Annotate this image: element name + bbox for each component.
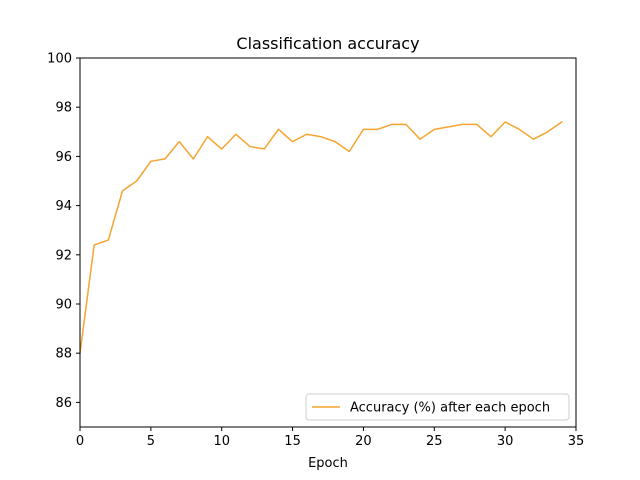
x-tick-label: 0: [76, 434, 84, 449]
x-axis-ticks: 0 5 10 15 20 25 30 35: [76, 427, 584, 449]
legend: Accuracy (%) after each epoch: [305, 393, 570, 421]
accuracy-series-line: [79, 120, 563, 355]
x-tick-label: 35: [568, 434, 585, 449]
y-tick-label: 88: [55, 347, 72, 362]
legend-box: [305, 393, 570, 421]
plot-content: [79, 120, 563, 355]
y-axis-ticks: 86 88 90 92 94 96 98 100: [47, 52, 80, 411]
y-tick-label: 98: [55, 101, 72, 116]
legend-label: Accuracy (%) after each epoch: [350, 401, 550, 416]
x-axis-title: Epoch: [308, 456, 348, 471]
y-tick-label: 94: [55, 199, 72, 214]
y-tick-label: 96: [55, 150, 72, 165]
x-tick-label: 5: [147, 434, 155, 449]
axes-frame: [79, 57, 577, 428]
x-tick-label: 20: [355, 434, 372, 449]
x-tick-label: 10: [213, 434, 230, 449]
x-tick-label: 30: [497, 434, 514, 449]
y-tick-label: 90: [55, 298, 72, 313]
y-tick-label: 86: [55, 396, 72, 411]
y-tick-label: 92: [55, 248, 72, 263]
y-tick-label: 100: [47, 52, 72, 67]
x-tick-label: 15: [284, 434, 301, 449]
x-tick-label: 25: [426, 434, 443, 449]
chart-title: Classification accuracy: [236, 34, 419, 53]
